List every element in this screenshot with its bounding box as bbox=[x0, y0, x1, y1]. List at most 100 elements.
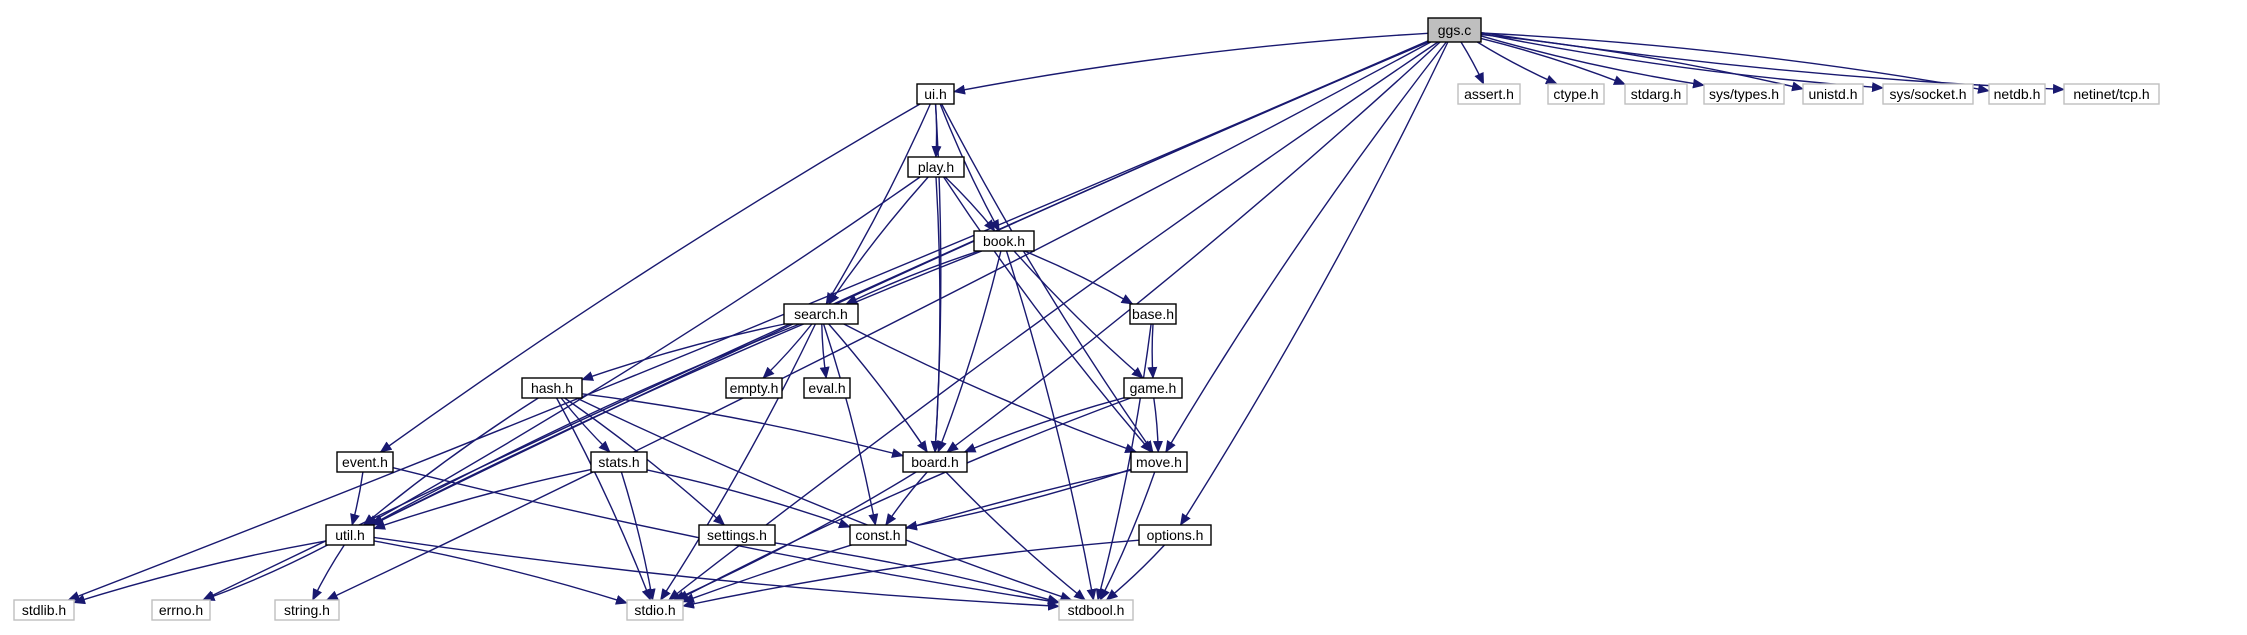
node-box bbox=[783, 303, 859, 325]
edge-ggs_c-to-move_h bbox=[1165, 41, 1447, 453]
edge-board_h-to-stdio_h bbox=[672, 471, 917, 601]
node-errno-h: errno.h bbox=[151, 599, 211, 621]
node-play-h[interactable]: play.h bbox=[907, 156, 965, 178]
node-ggs-c[interactable]: ggs.c bbox=[1427, 17, 1482, 43]
edge-play_h-to-move_h bbox=[943, 176, 1153, 453]
node-box bbox=[151, 599, 211, 621]
edge-options_h-to-stdio_h bbox=[682, 539, 1140, 609]
node-box bbox=[698, 524, 776, 546]
node-box bbox=[849, 524, 907, 546]
edge-search_h-to-empty_h bbox=[762, 323, 813, 379]
node-stdbool-h: stdbool.h bbox=[1058, 599, 1134, 621]
node-eval-h[interactable]: eval.h bbox=[803, 377, 851, 399]
node-unistd-h: unistd.h bbox=[1802, 83, 1864, 105]
node-label: ui.h bbox=[924, 86, 947, 102]
edge-hash_h-to-stats_h bbox=[560, 397, 611, 453]
edge-ui_h-to-book_h bbox=[939, 103, 1000, 232]
edge-play_h-to-search_h bbox=[828, 176, 929, 305]
node-box bbox=[590, 451, 648, 473]
node-search-h[interactable]: search.h bbox=[783, 303, 859, 325]
node-hash-h[interactable]: hash.h bbox=[521, 377, 583, 399]
node-box bbox=[1427, 17, 1482, 43]
edge-ggs_c-to-string_h bbox=[325, 41, 1432, 601]
edge-ggs_c-to-netinettcp_h bbox=[1480, 31, 2065, 94]
edge-ui_h-to-move_h bbox=[940, 103, 1154, 453]
node-ctype-h: ctype.h bbox=[1547, 83, 1605, 105]
edge-book_h-to-stdbool_h bbox=[1005, 250, 1097, 601]
node-label: sys/types.h bbox=[1709, 86, 1779, 102]
node-empty-h[interactable]: empty.h bbox=[725, 377, 783, 399]
edge-ggs_c-to-systypes_h bbox=[1480, 35, 1705, 89]
edge-board_h-to-const_h bbox=[885, 471, 928, 526]
node-options-h[interactable]: options.h bbox=[1138, 524, 1212, 546]
edge-ui_h-to-search_h bbox=[825, 103, 931, 305]
edge-book_h-to-base_h bbox=[1024, 250, 1134, 305]
node-label: const.h bbox=[855, 527, 900, 543]
node-box bbox=[902, 451, 968, 473]
edge-board_h-to-stdbool_h bbox=[945, 471, 1086, 601]
edge-base_h-to-stdbool_h bbox=[1095, 323, 1152, 601]
edge-game_h-to-move_h bbox=[1152, 397, 1163, 453]
edge-hash_h-to-util_h bbox=[362, 397, 539, 526]
node-move-h[interactable]: move.h bbox=[1130, 451, 1188, 473]
edge-util_h-to-stdio_h bbox=[373, 540, 628, 605]
edge-play_h-to-book_h bbox=[944, 176, 996, 232]
edge-util_h-to-stdlib_h bbox=[73, 540, 327, 605]
edge-ggs_c-to-ui_h bbox=[953, 32, 1429, 95]
node-syssocket-h: sys/socket.h bbox=[1882, 83, 1974, 105]
node-game-h[interactable]: game.h bbox=[1123, 377, 1183, 399]
edge-search_h-to-board_h bbox=[828, 323, 928, 453]
edge-base_h-to-game_h bbox=[1147, 323, 1158, 379]
node-box bbox=[626, 599, 684, 621]
node-label: netdb.h bbox=[1994, 86, 2041, 102]
edge-search_h-to-const_h bbox=[822, 323, 879, 526]
node-box bbox=[1703, 83, 1785, 105]
node-label: ctype.h bbox=[1553, 86, 1598, 102]
edge-ggs_c-to-stdarg_h bbox=[1480, 37, 1626, 85]
edge-game_h-to-board_h bbox=[963, 397, 1125, 453]
edge-event_h-to-util_h bbox=[350, 471, 364, 526]
node-event-h[interactable]: event.h bbox=[336, 451, 394, 473]
edge-move_h-to-stdbool_h bbox=[1099, 471, 1156, 601]
edge-ggs_c-to-stdlib_h bbox=[67, 40, 1429, 601]
node-box bbox=[274, 599, 340, 621]
node-string-h: string.h bbox=[274, 599, 340, 621]
node-box bbox=[1988, 83, 2046, 105]
node-util-h[interactable]: util.h bbox=[325, 524, 375, 546]
node-label: base.h bbox=[1132, 306, 1174, 322]
node-settings-h[interactable]: settings.h bbox=[698, 524, 776, 546]
node-box bbox=[13, 599, 75, 621]
node-assert-h: assert.h bbox=[1457, 83, 1521, 105]
node-label: eval.h bbox=[808, 380, 845, 396]
edge-ggs_c-to-assert_h bbox=[1460, 41, 1485, 85]
node-label: move.h bbox=[1136, 454, 1182, 470]
node-box bbox=[521, 377, 583, 399]
edge-util_h-to-errno_h bbox=[202, 544, 328, 601]
node-book-h[interactable]: book.h bbox=[973, 230, 1035, 252]
node-box bbox=[973, 230, 1035, 252]
node-board-h[interactable]: board.h bbox=[902, 451, 968, 473]
node-label: board.h bbox=[911, 454, 958, 470]
edge-stats_h-to-stdio_h bbox=[620, 471, 656, 601]
node-box bbox=[2063, 83, 2160, 105]
edge-search_h-to-stdio_h bbox=[660, 323, 817, 601]
node-box bbox=[1457, 83, 1521, 105]
node-box bbox=[1129, 303, 1177, 325]
node-const-h[interactable]: const.h bbox=[849, 524, 907, 546]
edge-options_h-to-stdbool_h bbox=[1105, 544, 1166, 601]
edge-search_h-to-util_h bbox=[370, 323, 800, 526]
edge-stats_h-to-util_h bbox=[373, 468, 592, 530]
node-base-h[interactable]: base.h bbox=[1129, 303, 1177, 325]
node-label: event.h bbox=[342, 454, 388, 470]
edge-util_h-to-stdbool_h bbox=[373, 536, 1060, 611]
node-ui-h[interactable]: ui.h bbox=[916, 83, 955, 105]
edge-ggs_c-to-ctype_h bbox=[1476, 41, 1558, 85]
node-label: util.h bbox=[335, 527, 365, 543]
edge-hash_h-to-stdio_h bbox=[555, 397, 652, 601]
node-label: stdlib.h bbox=[22, 602, 66, 618]
node-label: sys/socket.h bbox=[1889, 86, 1966, 102]
node-stats-h[interactable]: stats.h bbox=[590, 451, 648, 473]
node-label: options.h bbox=[1147, 527, 1204, 543]
node-box bbox=[1882, 83, 1974, 105]
node-box bbox=[325, 524, 375, 546]
